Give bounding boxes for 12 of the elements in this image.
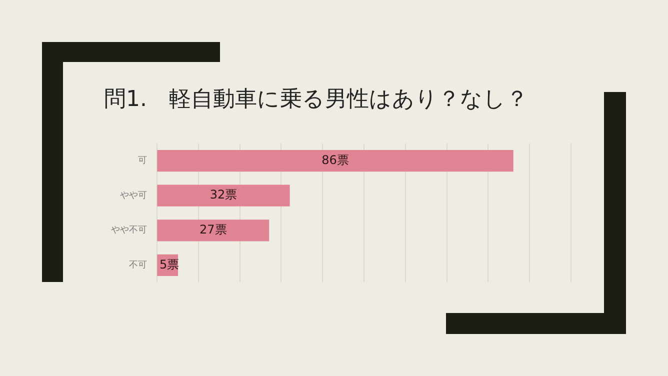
data-label: 27票	[200, 222, 227, 237]
y-tick-label: 不可	[129, 260, 147, 271]
y-tick-label: やや可	[120, 190, 147, 201]
y-tick-label: やや不可	[111, 226, 147, 236]
y-tick-label: 可	[138, 156, 147, 166]
data-label: 32票	[210, 188, 238, 202]
bar	[157, 150, 514, 172]
bar	[157, 184, 290, 206]
data-label: 5票	[160, 257, 180, 272]
chart-title: 問1. 軽自動車に乗る男性はあり？なし？	[104, 86, 528, 114]
bar	[157, 220, 270, 242]
data-label: 86票	[322, 152, 349, 167]
